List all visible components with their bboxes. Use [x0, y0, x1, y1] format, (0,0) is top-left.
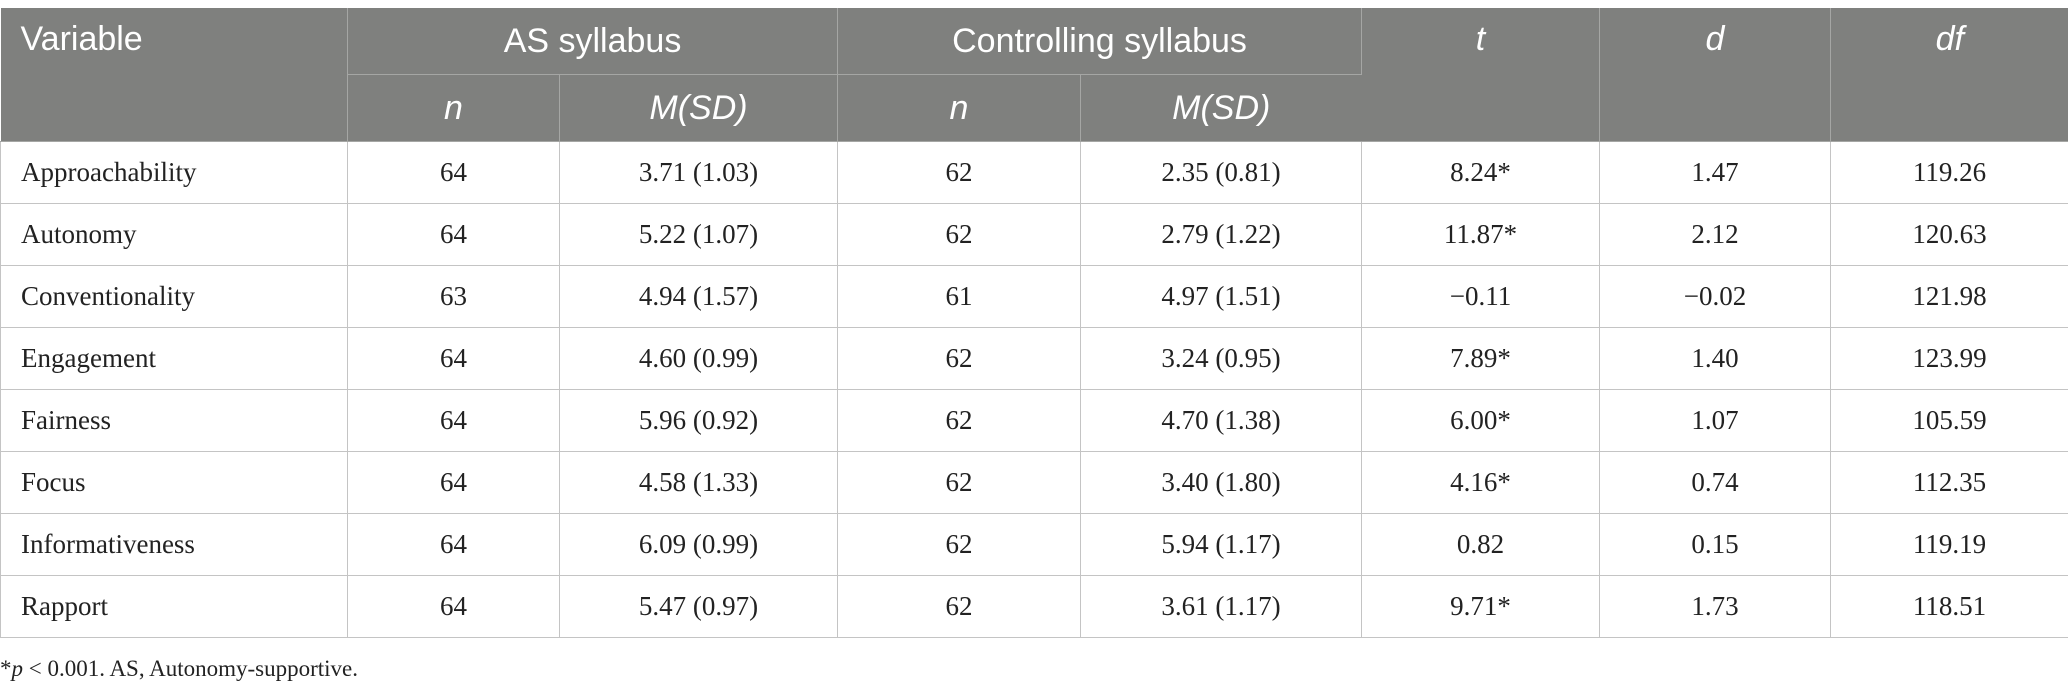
cell-t: 6.00* — [1361, 389, 1601, 452]
cell-t: 9.71* — [1361, 575, 1601, 638]
cell-as-msd: 5.22 (1.07) — [559, 203, 839, 266]
cell-variable: Approachability — [0, 141, 348, 204]
cell-as-msd: 6.09 (0.99) — [559, 513, 839, 576]
cell-controlling-msd: 3.40 (1.80) — [1080, 451, 1363, 514]
cell-variable: Autonomy — [0, 203, 348, 266]
cell-as-n: 63 — [347, 265, 560, 328]
cell-as-n: 64 — [347, 203, 560, 266]
cell-d: 0.74 — [1599, 451, 1832, 514]
cell-d: 1.73 — [1599, 575, 1832, 638]
results-table: Variable AS syllabus Controlling syllabu… — [0, 8, 2068, 638]
header-as-n: n — [347, 74, 560, 142]
cell-controlling-msd: 4.97 (1.51) — [1080, 265, 1363, 328]
cell-controlling-n: 62 — [837, 141, 1082, 204]
cell-d: 2.12 — [1599, 203, 1832, 266]
cell-d: 0.15 — [1599, 513, 1832, 576]
header-t: t — [1361, 8, 1601, 142]
cell-variable: Engagement — [0, 327, 348, 390]
header-controlling-syllabus: Controlling syllabus — [837, 8, 1363, 75]
cell-as-msd: 3.71 (1.03) — [559, 141, 839, 204]
cell-controlling-n: 62 — [837, 575, 1082, 638]
cell-variable: Focus — [0, 451, 348, 514]
cell-df: 121.98 — [1830, 265, 2068, 328]
cell-as-msd: 4.94 (1.57) — [559, 265, 839, 328]
cell-controlling-n: 62 — [837, 389, 1082, 452]
cell-as-msd: 5.96 (0.92) — [559, 389, 839, 452]
table-header: Variable AS syllabus Controlling syllabu… — [0, 8, 2068, 142]
cell-controlling-msd: 3.61 (1.17) — [1080, 575, 1363, 638]
cell-df: 119.19 — [1830, 513, 2068, 576]
header-variable: Variable — [0, 8, 348, 142]
cell-t: 8.24* — [1361, 141, 1601, 204]
cell-controlling-n: 62 — [837, 327, 1082, 390]
header-as-msd: M(SD) — [559, 74, 839, 142]
cell-as-msd: 4.60 (0.99) — [559, 327, 839, 390]
cell-as-n: 64 — [347, 389, 560, 452]
cell-as-msd: 4.58 (1.33) — [559, 451, 839, 514]
cell-t: 7.89* — [1361, 327, 1601, 390]
cell-controlling-msd: 3.24 (0.95) — [1080, 327, 1363, 390]
table-row: Focus 64 4.58 (1.33) 62 3.40 (1.80) 4.16… — [0, 451, 2068, 514]
header-d: d — [1599, 8, 1832, 142]
cell-t: 0.82 — [1361, 513, 1601, 576]
cell-controlling-msd: 5.94 (1.17) — [1080, 513, 1363, 576]
cell-df: 112.35 — [1830, 451, 2068, 514]
cell-variable: Rapport — [0, 575, 348, 638]
cell-d: 1.47 — [1599, 141, 1832, 204]
header-controlling-msd: M(SD) — [1080, 74, 1362, 142]
cell-df: 119.26 — [1830, 141, 2068, 204]
table-row: Informativeness 64 6.09 (0.99) 62 5.94 (… — [0, 513, 2068, 576]
cell-t: 11.87* — [1361, 203, 1601, 266]
header-controlling-n: n — [837, 74, 1082, 142]
cell-controlling-msd: 2.79 (1.22) — [1080, 203, 1363, 266]
cell-d: 1.40 — [1599, 327, 1832, 390]
cell-d: −0.02 — [1599, 265, 1832, 328]
footnote-p: p — [11, 656, 24, 681]
cell-as-n: 64 — [347, 451, 560, 514]
cell-variable: Informativeness — [0, 513, 348, 576]
cell-as-n: 64 — [347, 141, 560, 204]
cell-df: 105.59 — [1830, 389, 2068, 452]
cell-t: −0.11 — [1361, 265, 1601, 328]
cell-as-n: 64 — [347, 513, 560, 576]
table-row: Autonomy 64 5.22 (1.07) 62 2.79 (1.22) 1… — [0, 203, 2068, 266]
cell-controlling-n: 61 — [837, 265, 1082, 328]
cell-d: 1.07 — [1599, 389, 1832, 452]
cell-df: 123.99 — [1830, 327, 2068, 390]
table-row: Conventionality 63 4.94 (1.57) 61 4.97 (… — [0, 265, 2068, 328]
table-body: Approachability 64 3.71 (1.03) 62 2.35 (… — [0, 141, 2068, 638]
cell-controlling-n: 62 — [837, 203, 1082, 266]
cell-as-msd: 5.47 (0.97) — [559, 575, 839, 638]
cell-controlling-msd: 4.70 (1.38) — [1080, 389, 1363, 452]
table-row: Approachability 64 3.71 (1.03) 62 2.35 (… — [0, 141, 2068, 204]
header-as-syllabus: AS syllabus — [347, 8, 839, 75]
cell-as-n: 64 — [347, 575, 560, 638]
cell-controlling-n: 62 — [837, 513, 1082, 576]
table-row: Engagement 64 4.60 (0.99) 62 3.24 (0.95)… — [0, 327, 2068, 390]
footnote-text: < 0.001. AS, Autonomy-supportive. — [23, 656, 358, 681]
footnote-star: * — [0, 656, 12, 681]
cell-as-n: 64 — [347, 327, 560, 390]
cell-t: 4.16* — [1361, 451, 1601, 514]
cell-controlling-n: 62 — [837, 451, 1082, 514]
table-row: Rapport 64 5.47 (0.97) 62 3.61 (1.17) 9.… — [0, 575, 2068, 638]
cell-controlling-msd: 2.35 (0.81) — [1080, 141, 1363, 204]
table-footnote: *p < 0.001. AS, Autonomy-supportive. — [0, 656, 358, 682]
cell-variable: Conventionality — [0, 265, 348, 328]
header-df: df — [1830, 8, 2068, 142]
table-row: Fairness 64 5.96 (0.92) 62 4.70 (1.38) 6… — [0, 389, 2068, 452]
results-table-container: Variable AS syllabus Controlling syllabu… — [0, 8, 2068, 638]
cell-variable: Fairness — [0, 389, 348, 452]
cell-df: 118.51 — [1830, 575, 2068, 638]
cell-df: 120.63 — [1830, 203, 2068, 266]
